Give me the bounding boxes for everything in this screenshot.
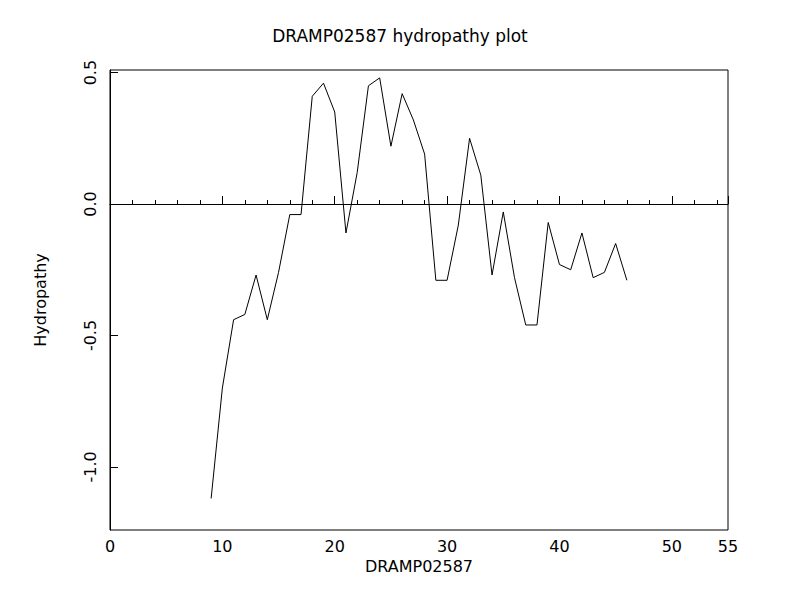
svg-text:55: 55	[718, 537, 738, 556]
svg-text:40: 40	[549, 537, 569, 556]
svg-text:DRAMP02587 hydropathy plot: DRAMP02587 hydropathy plot	[272, 26, 528, 46]
svg-text:Hydropathy: Hydropathy	[31, 253, 50, 347]
svg-text:10: 10	[212, 537, 232, 556]
svg-text:20: 20	[325, 537, 345, 556]
svg-text:DRAMP02587: DRAMP02587	[365, 557, 473, 576]
svg-text:0.0: 0.0	[81, 191, 100, 216]
svg-text:0.5: 0.5	[81, 60, 100, 85]
svg-text:-0.5: -0.5	[81, 320, 100, 351]
svg-text:50: 50	[662, 537, 682, 556]
svg-text:-1.0: -1.0	[81, 451, 100, 482]
svg-text:30: 30	[437, 537, 457, 556]
svg-text:0: 0	[105, 537, 115, 556]
